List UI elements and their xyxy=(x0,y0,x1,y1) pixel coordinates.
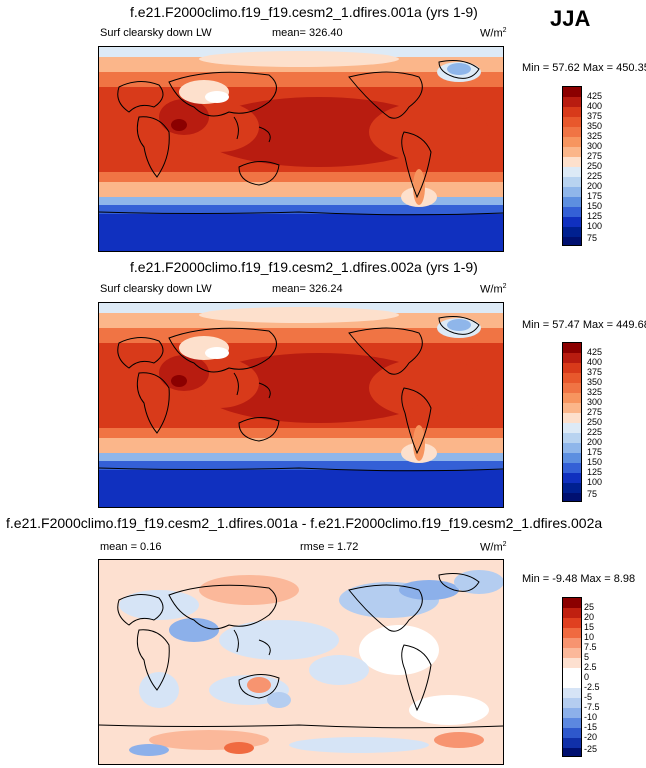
cb2-label: 100 xyxy=(587,477,603,487)
panel3-rmse: rmse = 1.72 xyxy=(300,541,359,553)
panel1-units: W/m2 xyxy=(480,27,507,40)
panel2-variable: Surf clearsky down LW xyxy=(100,283,212,295)
cb3-label: 2.5 xyxy=(584,662,597,672)
panel1-mean: mean= 326.40 xyxy=(272,27,343,39)
panel1-title: f.e21.F2000climo.f19_f19.cesm2_1.dfires.… xyxy=(130,4,478,20)
panel1-variable: Surf clearsky down LW xyxy=(100,27,212,39)
panel2-minmax: Min = 57.47 Max = 449.68 xyxy=(522,319,646,331)
cb3-label: -7.5 xyxy=(584,702,600,712)
cb2-label: 325 xyxy=(587,387,603,397)
cb3-label: 10 xyxy=(584,632,595,642)
cb2-label: 150 xyxy=(587,457,603,467)
cb1-label: 75 xyxy=(587,233,598,243)
cb1-label: 150 xyxy=(587,201,603,211)
cb3-label: 25 xyxy=(584,602,595,612)
panel2-units: W/m2 xyxy=(480,283,507,296)
cb2-label: 375 xyxy=(587,367,603,377)
cb1-label: 275 xyxy=(587,151,603,161)
panel2-title: f.e21.F2000climo.f19_f19.cesm2_1.dfires.… xyxy=(130,259,478,275)
cb2-label: 175 xyxy=(587,447,603,457)
cb3-label: -5 xyxy=(584,692,593,702)
panel3-mean: mean = 0.16 xyxy=(100,541,162,553)
cb2-label: 425 xyxy=(587,347,603,357)
panel3-title: f.e21.F2000climo.f19_f19.cesm2_1.dfires.… xyxy=(6,515,603,531)
cb2-label: 275 xyxy=(587,407,603,417)
cb1-label: 200 xyxy=(587,181,603,191)
cb2-label: 300 xyxy=(587,397,603,407)
panel3-minmax: Min = -9.48 Max = 8.98 xyxy=(522,573,636,585)
cb3-label: -15 xyxy=(584,722,598,732)
cb1-label: 175 xyxy=(587,191,603,201)
cb3-label: 15 xyxy=(584,622,595,632)
cb2-label: 75 xyxy=(587,489,598,499)
cb3-label: 5 xyxy=(584,652,590,662)
cb1-label: 250 xyxy=(587,161,603,171)
cb1-label: 100 xyxy=(587,221,603,231)
cb1-label: 350 xyxy=(587,121,603,131)
cb3-label: -25 xyxy=(584,744,598,754)
season-label: JJA xyxy=(550,6,591,31)
cb1-label: 425 xyxy=(587,91,603,101)
cb3-label: 20 xyxy=(584,612,595,622)
panel1-colorbar xyxy=(562,86,582,246)
cb1-label: 375 xyxy=(587,111,603,121)
cb3-label: -2.5 xyxy=(584,682,600,692)
panel3-colorbar xyxy=(562,597,582,757)
cb3-label: 0 xyxy=(584,672,590,682)
panel3-units: W/m2 xyxy=(480,541,507,554)
cb1-label: 125 xyxy=(587,211,603,221)
cb2-label: 125 xyxy=(587,467,603,477)
panel2-mean: mean= 326.24 xyxy=(272,283,343,295)
cb1-label: 325 xyxy=(587,131,603,141)
cb3-label: -10 xyxy=(584,712,598,722)
cb1-label: 225 xyxy=(587,171,603,181)
panel3-map xyxy=(98,559,504,765)
cb2-label: 225 xyxy=(587,427,603,437)
cb2-label: 200 xyxy=(587,437,603,447)
cb3-label: 7.5 xyxy=(584,642,597,652)
panel1-map xyxy=(98,46,504,252)
panel1-minmax: Min = 57.62 Max = 450.35 xyxy=(522,62,646,74)
cb2-label: 350 xyxy=(587,377,603,387)
cb3-label: -20 xyxy=(584,732,598,742)
panel2-map xyxy=(98,302,504,508)
panel2-colorbar xyxy=(562,342,582,502)
cb1-label: 300 xyxy=(587,141,603,151)
cb1-label: 400 xyxy=(587,101,603,111)
cb2-label: 400 xyxy=(587,357,603,367)
cb2-label: 250 xyxy=(587,417,603,427)
